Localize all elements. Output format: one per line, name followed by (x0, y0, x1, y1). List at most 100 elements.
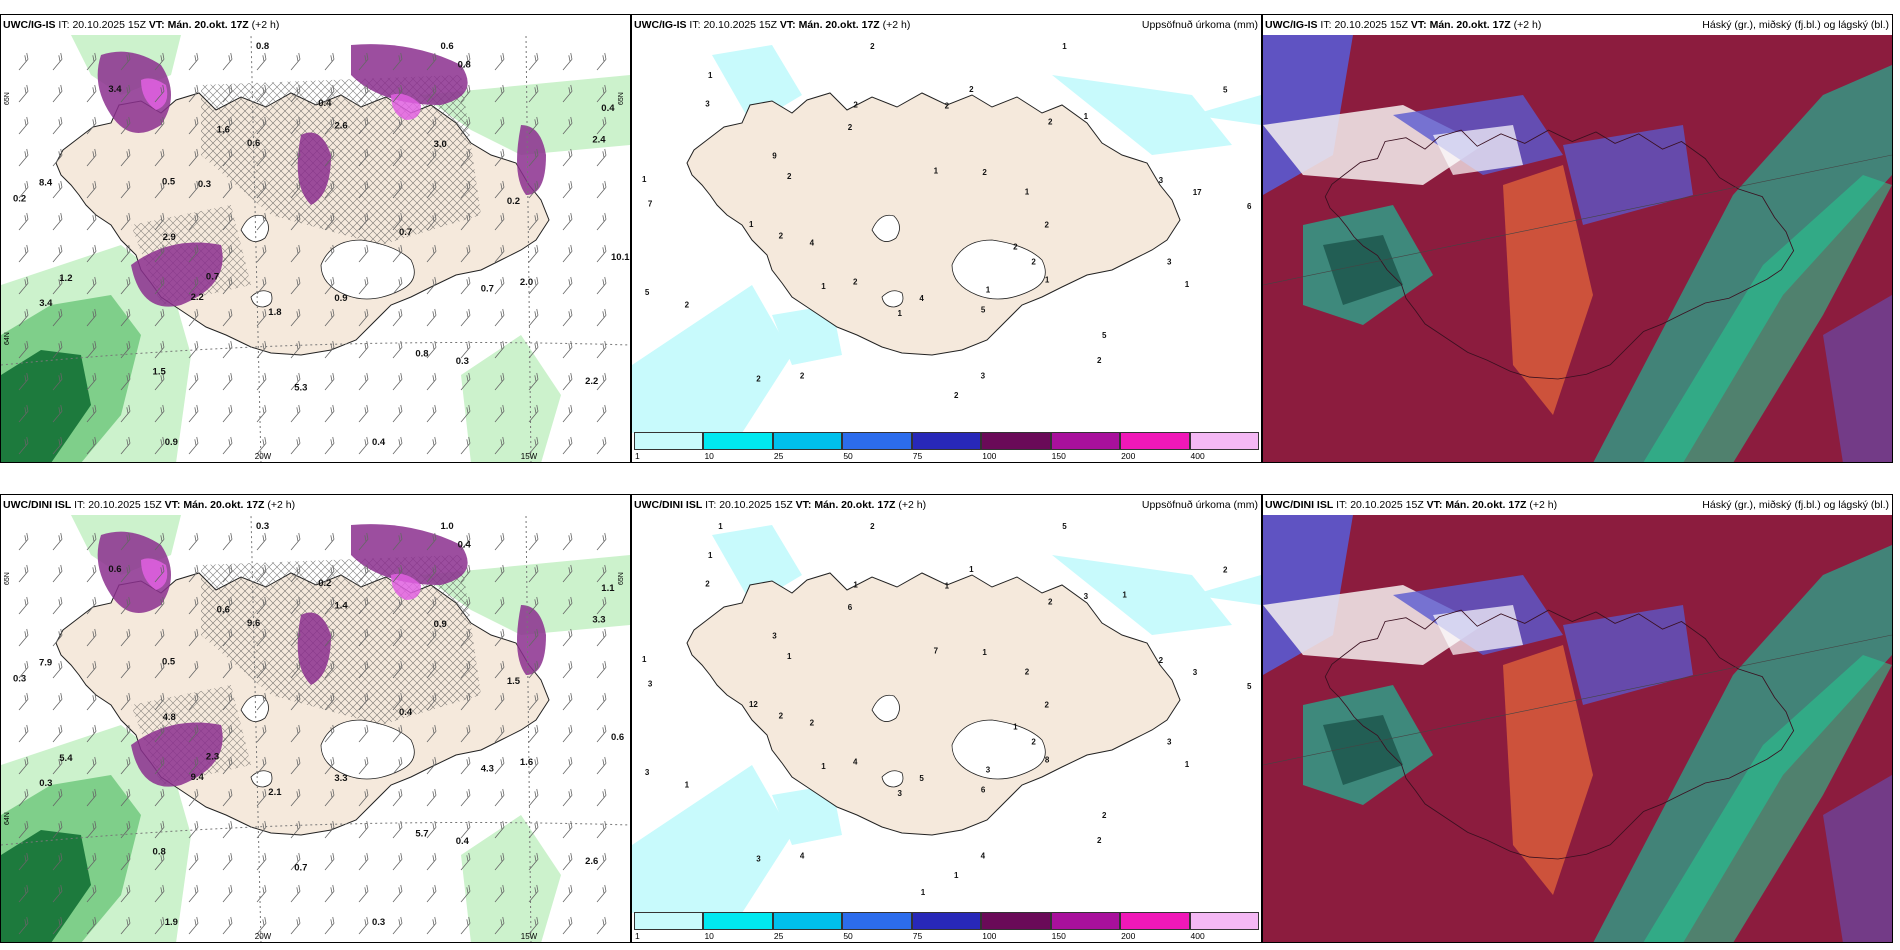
accum-value-label: 1 (708, 551, 713, 560)
accum-value-label: 1 (986, 286, 991, 295)
accum-value-label: 1 (853, 581, 858, 590)
accum-value-label: 3 (986, 766, 991, 775)
accum-value-label: 17 (1193, 188, 1202, 197)
accum-value-label: 2 (1013, 242, 1018, 251)
accum-value-label: 3 (1167, 737, 1172, 746)
colorbar-swatch (911, 912, 982, 930)
precip-value-label: 0.2 (13, 194, 26, 205)
precip-value-label: 4.8 (163, 712, 176, 723)
accum-value-label: 1 (685, 781, 690, 790)
panel-header: UWC/DINI ISL IT: 20.10.2025 15Z VT: Mán.… (632, 495, 1261, 515)
precip-value-label: 2.9 (163, 232, 176, 243)
colorbar-swatch (981, 912, 1051, 930)
accum-value-label: 5 (981, 306, 986, 315)
precip-value-label: 10.1 (611, 252, 630, 263)
colorbar-swatch (1050, 432, 1121, 450)
precip-value-label: 0.3 (456, 356, 469, 367)
panel-wind-precip-top: UWC/IG-IS IT: 20.10.2025 15Z VT: Mán. 20… (0, 14, 631, 463)
precip-value-label: 1.0 (440, 521, 453, 532)
accum-value-label: 1 (1084, 112, 1089, 121)
accum-value-label: 5 (1102, 331, 1107, 340)
precip-value-label: 5.4 (59, 753, 73, 764)
panel-header: UWC/DINI ISL IT: 20.10.2025 15Z VT: Mán.… (1263, 495, 1892, 515)
accum-value-label: 5 (1247, 682, 1252, 691)
accum-value-label: 2 (1025, 668, 1030, 677)
accum-value-label: 2 (1223, 566, 1228, 575)
accum-value-label: 3 (981, 372, 986, 381)
colorbar-tick-label: 100 (982, 451, 997, 461)
precip-value-label: 0.7 (206, 271, 219, 282)
accum-value-label: 2 (787, 172, 792, 181)
accum-value-label: 3 (897, 789, 902, 798)
colorbar-tick-label: 50 (843, 931, 853, 941)
precip-value-label: 2.0 (520, 277, 533, 288)
precip-value-label: 1.6 (217, 124, 230, 135)
precip-value-label: 1.4 (335, 600, 349, 611)
precip-value-label: 1.2 (59, 273, 72, 284)
accum-value-label: 12 (749, 700, 758, 709)
longitude-label: 15W (521, 452, 538, 461)
precip-value-label: 2.1 (268, 787, 282, 798)
accum-value-label: 1 (718, 522, 723, 531)
colorbar-tick-label: 25 (773, 451, 784, 461)
precip-value-label: 0.8 (256, 41, 269, 52)
accum-value-label: 1 (954, 871, 959, 880)
colorbar-swatch (634, 432, 704, 450)
precip-value-label: 1.1 (601, 583, 615, 594)
colorbar-tick-label: 400 (1190, 451, 1205, 461)
panel-clouds-bottom: UWC/DINI ISL IT: 20.10.2025 15Z VT: Mán.… (1262, 494, 1893, 943)
accum-value-label: 1 (1122, 590, 1127, 599)
accum-value-label: 2 (1097, 356, 1102, 365)
accum-value-label: 2 (685, 301, 690, 310)
accum-value-label: 1 (934, 166, 939, 175)
colorbar-tick-label: 400 (1190, 931, 1205, 941)
colorbar-tick-label: 25 (773, 931, 784, 941)
colorbar-tick-label: 1 (635, 931, 640, 941)
accum-value-label: 4 (853, 757, 858, 766)
accum-value-label: 3 (756, 855, 761, 864)
precip-value-label: 0.8 (458, 60, 471, 71)
accum-value-label: 2 (982, 168, 987, 177)
precip-value-label: 0.8 (415, 349, 428, 360)
precip-value-label: 3.4 (39, 298, 53, 309)
accum-value-label: 2 (1045, 221, 1050, 230)
precip-value-label: 5.7 (415, 829, 428, 840)
accum-value-label: 3 (1159, 176, 1164, 185)
accum-value-label: 2 (705, 580, 710, 589)
panel-header: UWC/IG-IS IT: 20.10.2025 15Z VT: Mán. 20… (1263, 15, 1892, 35)
precip-value-label: 2.3 (206, 751, 219, 762)
precip-colorbar: 1 10 25 50 75 100 150 200 400 (634, 912, 1259, 941)
accum-value-label: 2 (969, 85, 974, 94)
colorbar-swatch (981, 432, 1051, 450)
accum-value-label: 6 (848, 603, 853, 612)
colorbar-tick-label: 1 (635, 451, 640, 461)
colorbar-swatch (703, 912, 773, 930)
accum-value-label: 2 (1045, 701, 1050, 710)
precip-value-label: 3.0 (434, 139, 447, 150)
longitude-label: 20W (255, 452, 272, 461)
precip-value-label: 1.6 (520, 757, 533, 768)
precip-value-label: 3.3 (334, 773, 347, 784)
accum-value-label: 5 (1223, 86, 1228, 95)
precip-value-label: 3.4 (108, 84, 122, 95)
accum-value-label: 2 (779, 711, 784, 720)
precip-value-label: 2.4 (592, 135, 606, 146)
colorbar-tick-label: 75 (912, 451, 923, 461)
accum-value-label: 4 (800, 851, 805, 860)
colorbar-swatch (634, 912, 704, 930)
accum-value-label: 1 (921, 888, 926, 897)
accum-value-label: 1 (642, 175, 647, 184)
precip-value-label: 0.7 (481, 284, 494, 295)
colorbar-tick-label: 200 (1121, 931, 1136, 941)
panel-clouds-top: UWC/IG-IS IT: 20.10.2025 15Z VT: Mán. 20… (1262, 14, 1893, 463)
precip-value-label: 0.9 (334, 293, 347, 304)
precip-value-label: 1.8 (268, 307, 281, 318)
accum-value-label: 2 (954, 391, 959, 400)
precip-value-label: 0.9 (434, 619, 447, 630)
accum-value-label: 1 (897, 309, 902, 318)
accum-value-label: 3 (648, 679, 653, 688)
accum-value-label: 1 (708, 71, 713, 80)
accum-value-label: 7 (934, 646, 939, 655)
colorbar-tick-label: 150 (1051, 931, 1066, 941)
accum-value-label: 2 (853, 277, 858, 286)
